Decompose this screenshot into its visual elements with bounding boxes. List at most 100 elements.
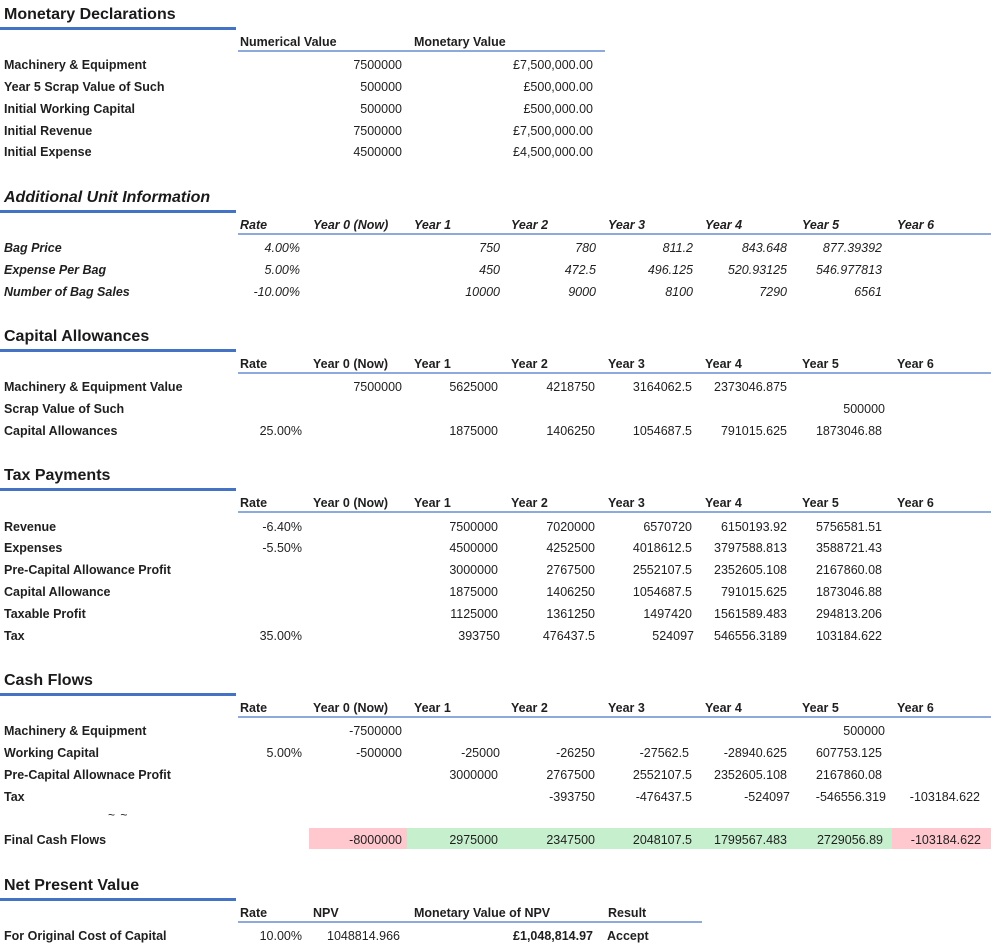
col-header-year6: Year 6 <box>897 357 934 371</box>
cell-year4: 2352605.108 <box>714 563 787 577</box>
header-underline <box>238 511 991 513</box>
cell-year5: 5756581.51 <box>815 520 882 534</box>
fill-negative <box>309 828 407 849</box>
col-header-year4: Year 4 <box>705 218 743 232</box>
col-header-rate: Rate <box>240 701 268 715</box>
col-header-rate: Rate <box>240 496 268 510</box>
cell-year1: 750 <box>479 241 500 255</box>
cell-year4: 520.93125 <box>727 263 787 277</box>
header-underline <box>238 921 702 923</box>
cell-numeric: 7500000 <box>353 124 402 138</box>
cell-year5: 2167860.08 <box>815 768 882 782</box>
cell-rate: 5.00% <box>264 263 300 277</box>
row-label: Taxable Profit <box>4 607 86 621</box>
col-header-year1: Year 1 <box>414 701 451 715</box>
col-header-year5: Year 5 <box>802 701 839 715</box>
cell-year4: 2352605.108 <box>714 768 787 782</box>
row-label: Number of Bag Sales <box>4 285 130 299</box>
col-header-year1: Year 1 <box>414 357 451 371</box>
cell-year1: 3000000 <box>449 768 498 782</box>
cell-year2: 4252500 <box>546 541 595 555</box>
cell-rate: 35.00% <box>259 629 302 643</box>
col-header-year0: Year 0 (Now) <box>313 496 389 510</box>
section-title-monetary: Monetary Declarations <box>4 6 176 23</box>
section-title-capital: Capital Allowances <box>4 328 150 345</box>
col-header-year5: Year 5 <box>802 218 840 232</box>
cell-year1: 5625000 <box>449 380 498 394</box>
row-label: Working Capital <box>4 746 99 760</box>
cell-year2: 7020000 <box>546 520 595 534</box>
cell-year2: 1361250 <box>546 607 595 621</box>
cell-monetary: £500,000.00 <box>523 102 593 116</box>
cell-year4: 2373046.875 <box>714 380 787 394</box>
row-label: Expense Per Bag <box>4 263 107 277</box>
cell-monetary: £7,500,000.00 <box>513 124 593 138</box>
cell-year5: 877.39392 <box>822 241 882 255</box>
cell-year3: -476437.5 <box>635 790 692 804</box>
section-underline <box>0 27 236 30</box>
row-label: Capital Allowance <box>4 585 111 599</box>
section-underline <box>0 349 236 352</box>
fill-positive <box>407 828 892 849</box>
cell-monetary: £4,500,000.00 <box>513 145 593 159</box>
col-header-rate: Rate <box>240 906 268 920</box>
cell-rate: 10.00% <box>259 929 302 943</box>
row-label: Bag Price <box>4 241 62 255</box>
row-label: Tax <box>4 790 25 804</box>
cell-year3: -27562.5 <box>639 746 689 760</box>
cell-year4: 546556.3189 <box>714 629 787 643</box>
cell-year0: -7500000 <box>349 724 402 738</box>
cell-year1: 10000 <box>465 285 500 299</box>
cell-year2: 1406250 <box>546 424 595 438</box>
cell-year2: 1406250 <box>546 585 595 599</box>
cell-monetary: £7,500,000.00 <box>513 58 593 72</box>
cell-year1: 2975000 <box>449 833 498 847</box>
col-header-year3: Year 3 <box>608 357 645 371</box>
cell-year3: 3164062.5 <box>632 380 692 394</box>
cell-year2: 2347500 <box>546 833 595 847</box>
col-header-monetary-npv: Monetary Value of NPV <box>414 906 551 920</box>
cell-year2: 780 <box>575 241 596 255</box>
cell-year5: 2167860.08 <box>815 563 882 577</box>
cell-year6: -103184.622 <box>909 790 980 804</box>
col-header-year4: Year 4 <box>705 496 742 510</box>
cell-year5: 546.977813 <box>815 263 882 277</box>
row-label: Pre-Capital Allowance Profit <box>4 563 171 577</box>
cell-year2: -393750 <box>549 790 595 804</box>
cell-year4: -28940.625 <box>723 746 787 760</box>
col-header-year5: Year 5 <box>802 357 839 371</box>
cell-npv: 1048814.966 <box>327 929 400 943</box>
col-header-year4: Year 4 <box>705 701 742 715</box>
row-label: Machinery & Equipment <box>4 724 147 738</box>
row-label: Expenses <box>4 541 63 555</box>
row-label: Pre-Capital Allownace Profit <box>4 768 171 782</box>
cell-rate: 5.00% <box>266 746 302 760</box>
cell-rate: 4.00% <box>264 241 300 255</box>
cell-year5: 2729056.89 <box>816 833 883 847</box>
cell-year4: 3797588.813 <box>714 541 787 555</box>
col-header-result: Result <box>608 906 647 920</box>
header-underline <box>238 50 605 52</box>
cell-year5: 103184.622 <box>815 629 882 643</box>
cell-year6: -103184.622 <box>910 833 981 847</box>
row-label: Tax <box>4 629 25 643</box>
cell-year4: 6150193.92 <box>720 520 787 534</box>
tilde-mark: ~ ~ <box>108 808 129 822</box>
cell-year2: 2767500 <box>546 563 595 577</box>
row-label: Initial Working Capital <box>4 102 136 116</box>
cell-year3: 4018612.5 <box>632 541 692 555</box>
cell-year3: 1497420 <box>643 607 692 621</box>
cell-year1: 1125000 <box>450 607 498 621</box>
col-header-year2: Year 2 <box>511 701 548 715</box>
cell-year2: 476437.5 <box>542 629 595 643</box>
cell-monetary-npv: £1,048,814.97 <box>513 929 593 943</box>
cell-numeric: 500000 <box>360 80 402 94</box>
cell-year2: 2767500 <box>546 768 595 782</box>
row-label: Machinery & Equipment Value <box>4 380 183 394</box>
cell-year4: 843.648 <box>741 241 787 255</box>
cell-year5: 294813.206 <box>815 607 882 621</box>
cell-year4: -524097 <box>744 790 790 804</box>
cell-year5: 500000 <box>843 724 885 738</box>
cell-year0: -500000 <box>356 746 402 760</box>
cell-year3: 6570720 <box>643 520 692 534</box>
